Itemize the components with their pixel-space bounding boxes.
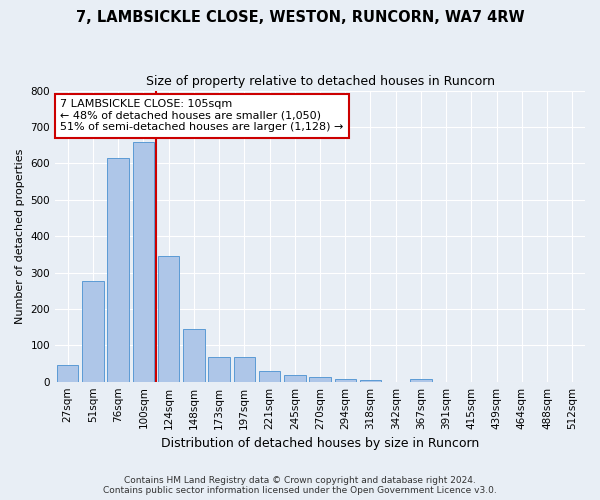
Text: Contains HM Land Registry data © Crown copyright and database right 2024.
Contai: Contains HM Land Registry data © Crown c… xyxy=(103,476,497,495)
Title: Size of property relative to detached houses in Runcorn: Size of property relative to detached ho… xyxy=(146,75,494,88)
Bar xyxy=(410,379,431,382)
Y-axis label: Number of detached properties: Number of detached properties xyxy=(15,148,25,324)
Bar xyxy=(360,380,381,382)
Bar xyxy=(133,142,154,382)
Bar xyxy=(259,371,280,382)
Text: 7 LAMBSICKLE CLOSE: 105sqm
← 48% of detached houses are smaller (1,050)
51% of s: 7 LAMBSICKLE CLOSE: 105sqm ← 48% of deta… xyxy=(61,100,344,132)
Text: 7, LAMBSICKLE CLOSE, WESTON, RUNCORN, WA7 4RW: 7, LAMBSICKLE CLOSE, WESTON, RUNCORN, WA… xyxy=(76,10,524,25)
Bar xyxy=(183,329,205,382)
Bar xyxy=(158,256,179,382)
X-axis label: Distribution of detached houses by size in Runcorn: Distribution of detached houses by size … xyxy=(161,437,479,450)
Bar xyxy=(57,366,79,382)
Bar xyxy=(335,379,356,382)
Bar xyxy=(309,378,331,382)
Bar xyxy=(82,280,104,382)
Bar xyxy=(233,358,255,382)
Bar xyxy=(208,358,230,382)
Bar xyxy=(284,375,305,382)
Bar xyxy=(107,158,129,382)
